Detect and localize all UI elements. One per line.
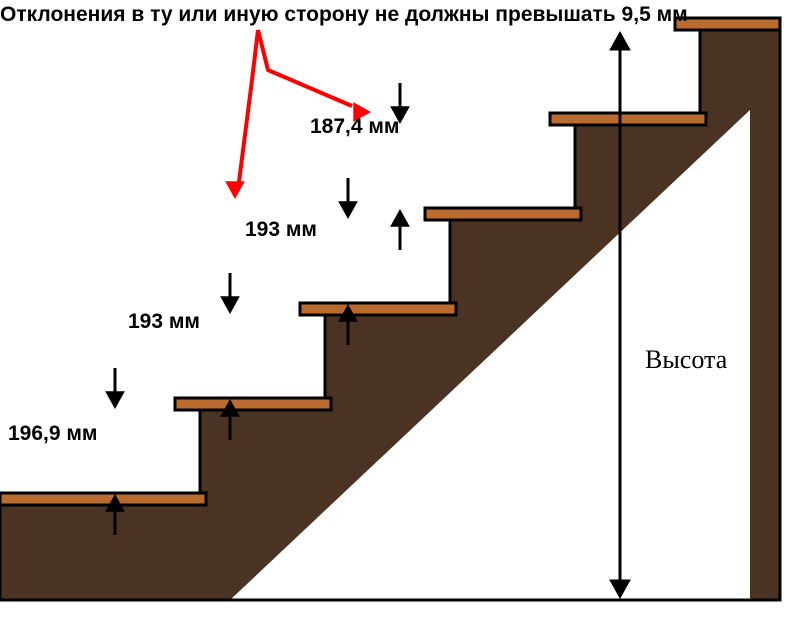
height-label: Высота xyxy=(645,345,727,375)
tread-2 xyxy=(300,303,456,315)
tread-1 xyxy=(175,398,331,410)
step-dimension-0: 196,9 мм xyxy=(8,422,97,446)
diagram-svg xyxy=(0,0,799,619)
annotation-arrow-2 xyxy=(239,30,258,182)
title-text: Отклонения в ту или иную сторону не долж… xyxy=(0,3,688,27)
step-dimension-3: 187,4 мм xyxy=(310,115,399,139)
tread-landing xyxy=(675,18,780,30)
diagram-stage: Отклонения в ту или иную сторону не долж… xyxy=(0,0,799,619)
tread-0 xyxy=(0,493,206,505)
step-dimension-2: 193 мм xyxy=(245,218,317,242)
tread-3 xyxy=(425,208,581,220)
step-dimension-1: 193 мм xyxy=(128,310,200,334)
tread-4 xyxy=(550,113,706,125)
annotation-arrow-1 xyxy=(258,30,352,106)
